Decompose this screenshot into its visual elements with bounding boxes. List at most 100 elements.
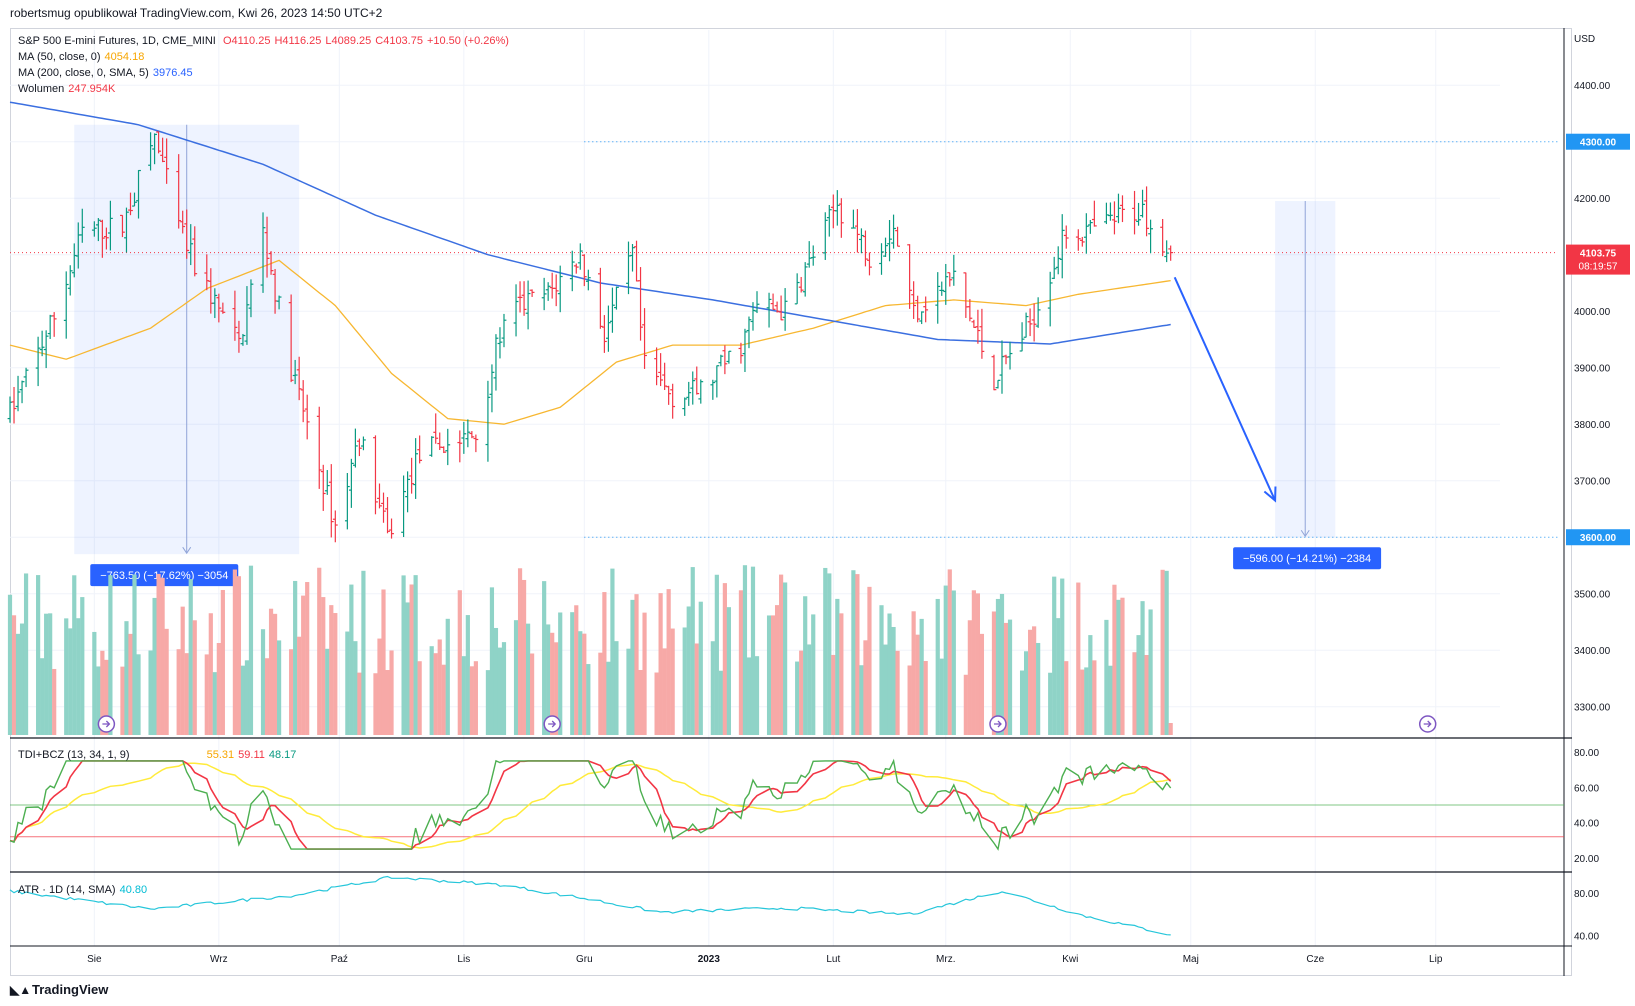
volume-bar [698, 601, 703, 735]
volume-bar [626, 648, 631, 735]
ohlc-bar [352, 428, 358, 468]
ohlc-bar [754, 291, 760, 314]
ohlc-bar [778, 295, 784, 321]
tdi-tick-label: 60.00 [1574, 783, 1599, 794]
ohlc-bar [585, 269, 591, 291]
ohlc-bar [798, 276, 804, 293]
volume-bar [883, 644, 888, 735]
volume-bar [240, 665, 246, 735]
volume-bar [1148, 609, 1153, 735]
volume-bar [686, 606, 691, 735]
tdi-tick-label: 80.00 [1574, 748, 1599, 759]
volume-bar [835, 598, 840, 735]
volume-bar [1048, 672, 1053, 735]
ohlc-bar [541, 277, 547, 311]
volume-bar [947, 569, 952, 735]
ma200-line [9, 101, 1171, 345]
ohlc-bar [911, 281, 917, 319]
volume-bar [164, 628, 169, 735]
volume-bar [670, 628, 675, 735]
ohlc-bar [401, 475, 406, 538]
volume-bar [750, 566, 756, 735]
volume-bar [1132, 652, 1137, 735]
ohlc-bar [51, 312, 57, 337]
volume-bar [184, 653, 189, 735]
volume-bar [120, 666, 125, 735]
volume-bar [124, 621, 129, 735]
volume-bar [7, 594, 13, 735]
footer-brand[interactable]: ◣▲ TradingView [10, 982, 108, 997]
time-tick-label: 2023 [698, 954, 721, 965]
ohlc-bar [742, 328, 748, 373]
ohlc-bar [826, 204, 832, 237]
event-marker-icon[interactable] [1418, 715, 1437, 733]
ohlc-bar [774, 301, 780, 313]
volume-bar [19, 623, 25, 735]
ohlc-bar [328, 464, 334, 538]
ohlc-bar [662, 362, 668, 391]
volume-bar [513, 620, 519, 735]
volume-bar [967, 620, 972, 735]
ohlc-bar [1079, 236, 1085, 247]
price-tick-label: 4400.00 [1574, 81, 1611, 92]
volume-bar [236, 576, 242, 735]
ohlc-bar [1031, 303, 1037, 342]
volume-bar [895, 650, 900, 735]
event-markers [97, 715, 1437, 733]
legend-tdi-v2: 59.11 [238, 749, 265, 761]
ohlc-bar [630, 244, 635, 272]
time-tick-label: Sie [87, 954, 102, 965]
time-tick-label: Mrz. [936, 954, 955, 965]
legend-line-volume: Wolumen 247.954K [18, 83, 119, 96]
ohlc-bar [180, 210, 186, 234]
volume-bar [389, 650, 394, 735]
volume-bar [578, 631, 583, 735]
event-marker-icon[interactable] [543, 715, 561, 733]
volume-bar [971, 590, 976, 735]
legend-volume-value: 247.954K [68, 83, 116, 95]
ohlc-bar [1051, 256, 1057, 280]
atr-indicator [9, 875, 1171, 936]
volume-bar [268, 608, 274, 735]
measure_right-label: −596.00 (−14.21%) −2384 [1243, 553, 1371, 565]
price-tick-label: 4000.00 [1574, 307, 1611, 318]
volume-bar [497, 647, 503, 735]
ohlc-bar [232, 290, 238, 341]
ohlc-bar [1047, 271, 1053, 327]
volume-bar [799, 650, 804, 735]
ohlc-bar [999, 340, 1005, 394]
publisher-line: robertsmug opublikował TradingView.com, … [10, 6, 383, 20]
ohlc-bar [357, 438, 362, 457]
ohlc-bar [128, 192, 133, 216]
volume-bar [329, 605, 334, 735]
last-price-tag: 4103.75 [1580, 249, 1617, 260]
volume-bar [694, 643, 699, 735]
volume-bar [465, 615, 470, 735]
ohlc-bar [822, 212, 828, 260]
volume-bar [935, 598, 940, 735]
volume-bar [276, 640, 282, 735]
volume-bar [216, 643, 221, 735]
volume-bar [132, 574, 137, 735]
ohlc-bar [1104, 202, 1109, 225]
event-marker-icon[interactable] [97, 715, 116, 733]
ohlc-bar [332, 510, 338, 543]
ohlc-bar [244, 286, 250, 345]
legend-atr-value: 40.80 [119, 884, 148, 896]
volume-bar [963, 674, 968, 735]
volume-bar [417, 661, 422, 735]
volume-bar [766, 615, 772, 735]
volume-bar [642, 612, 647, 735]
volume-bar [52, 668, 57, 735]
tdi-indicator [9, 758, 1564, 851]
ohlc-bar [581, 254, 587, 287]
volume-bar [1056, 618, 1061, 735]
volume-bar [461, 656, 466, 735]
event-marker-icon[interactable] [989, 715, 1007, 733]
ohlc-bar [1063, 225, 1069, 249]
ohlc-bar [1007, 341, 1013, 370]
countdown-tag: 08:19:57 [1579, 262, 1618, 273]
volume-bar [188, 579, 193, 735]
volume-bar [44, 613, 49, 735]
